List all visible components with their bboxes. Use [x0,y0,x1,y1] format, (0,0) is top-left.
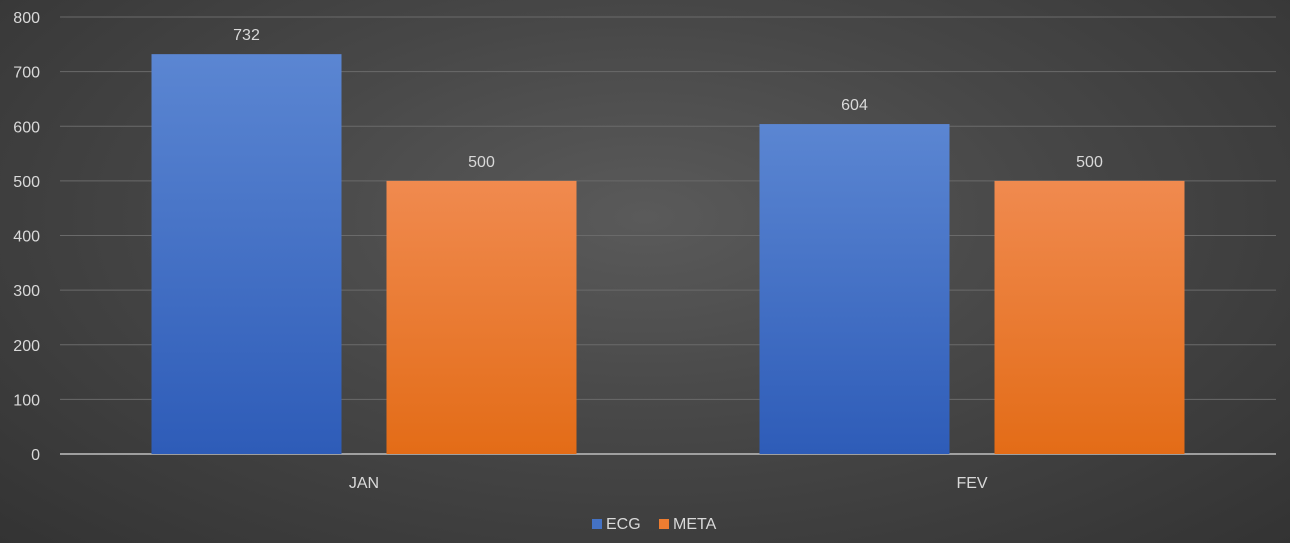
bar-meta-fev [994,180,1185,454]
legend-label: ECG [606,516,641,533]
bars [151,54,1185,455]
y-tick-label: 100 [13,392,40,409]
data-label: 732 [233,27,260,44]
y-tick-label: 500 [13,174,40,191]
bar-meta-jan [386,180,577,454]
y-tick-label: 0 [31,447,40,464]
x-axis-categories: JAN FEV [349,475,988,492]
legend-swatch-meta [659,519,669,529]
data-label: 500 [1076,154,1103,171]
y-tick-label: 200 [13,338,40,355]
data-labels: 732 500 604 500 [233,27,1103,171]
category-label: JAN [349,475,379,492]
legend: ECG META [592,516,717,533]
category-label: FEV [956,475,987,492]
y-tick-label: 300 [13,283,40,300]
y-axis-ticks: 0 100 200 300 400 500 600 700 800 [13,10,40,464]
bar-ecg-fev [759,124,950,454]
data-label: 604 [841,97,868,114]
y-tick-label: 800 [13,10,40,27]
data-label: 500 [468,154,495,171]
y-tick-label: 400 [13,229,40,246]
legend-swatch-ecg [592,519,602,529]
legend-label: META [673,516,717,533]
y-tick-label: 600 [13,119,40,136]
bar-ecg-jan [151,54,342,455]
y-tick-label: 700 [13,65,40,82]
